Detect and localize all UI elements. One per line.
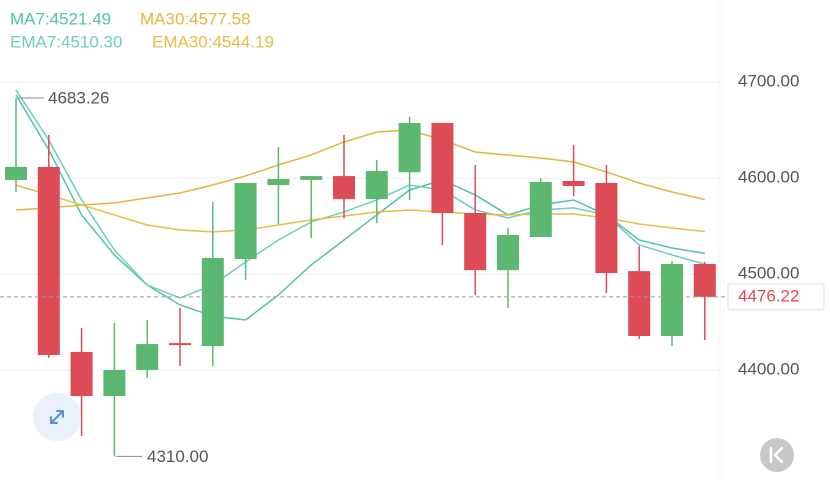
candle-body: [365, 170, 388, 200]
y-tick-label: 4400.00: [738, 359, 799, 378]
candle-body: [595, 182, 618, 274]
candle-body: [497, 235, 519, 271]
candle-body: [201, 257, 224, 346]
expand-icon: [50, 410, 64, 424]
candle-body: [5, 166, 27, 180]
labels: 4400.00 4500.00 4600.00 4700.00 4476.22 4683.…: [0, 71, 825, 466]
min-label: 4310.00: [147, 447, 208, 466]
y-tick-label: 4500.00: [738, 263, 799, 282]
indicator-line: [15, 184, 705, 233]
candle-body: [267, 178, 290, 185]
candle-body: [562, 180, 585, 186]
candle-body: [37, 166, 60, 356]
last-price-tag: [727, 283, 825, 311]
max-label: 4683.26: [48, 89, 109, 108]
legend: MA7:4521.49 MA30:4577.58 EMA7:4510.30 EMA30…: [10, 9, 274, 51]
candle-body: [628, 271, 651, 336]
candle-body: [169, 343, 191, 346]
candle-body: [529, 182, 552, 238]
candle-body: [661, 264, 683, 336]
expand-button[interactable]: [33, 393, 81, 441]
legend-entry: EMA7:4510.30: [10, 32, 122, 51]
y-tick-label: 4700.00: [738, 71, 799, 90]
candle-body: [693, 264, 716, 297]
indicator-line: [15, 94, 705, 321]
candle-body: [398, 122, 421, 173]
candle-body: [464, 213, 487, 271]
candle-body: [234, 182, 257, 260]
indicator-lines: [15, 89, 706, 321]
candle-body: [333, 176, 355, 200]
y-tick-label: 4600.00: [738, 167, 799, 186]
legend-entry: MA7:4521.49: [10, 9, 111, 28]
legend-entry: MA30:4577.58: [140, 9, 251, 28]
scroll-end-button[interactable]: [760, 438, 794, 472]
legend-entry: EMA30:4544.19: [152, 32, 274, 51]
scroll-end-bg: [760, 438, 794, 472]
indicator-line: [15, 129, 705, 211]
candle-body: [136, 344, 159, 370]
candle-body: [431, 122, 454, 214]
candle-body: [70, 351, 93, 396]
indicator-line: [15, 89, 706, 299]
candle-body: [103, 369, 126, 396]
candles: [5, 98, 716, 457]
last-price-label: 4476.22: [738, 286, 799, 305]
candle-body: [300, 176, 323, 180]
scroll-end-icon: [769, 446, 784, 464]
